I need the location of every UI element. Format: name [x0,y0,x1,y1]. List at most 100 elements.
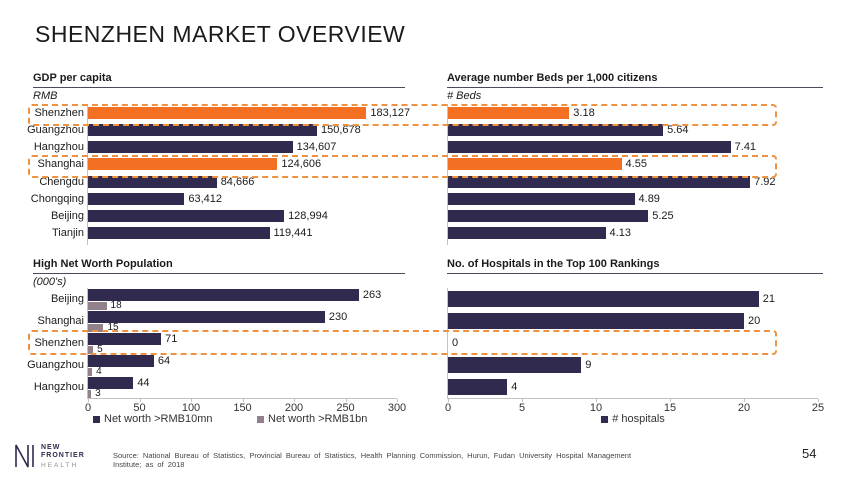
category-label: Shanghai [37,158,85,171]
bar-value-label: 3 [95,388,101,399]
bar-row: 119,441 [88,225,430,242]
bar-value-label: 150,678 [321,123,361,136]
axis-tick-mark [88,399,89,402]
legend-item: # hospitals [601,413,665,425]
legend-marker-icon [257,415,264,423]
bar-group: 230 15 [88,310,397,333]
bar [448,313,744,329]
axis-tick-mark [191,399,192,402]
axis-tick-mark [596,399,597,402]
bar-row: 18 [88,300,397,311]
hnw-legend: Net worth >RMB10mn Net worth >RMB1bn [88,413,397,425]
axis-tick-label: 200 [284,402,304,414]
page-number: 54 [802,446,817,461]
logo-text: NEW FRONTIER HEALTH [41,444,85,470]
category-label: Beijing [50,293,84,305]
hnw-chart-subtitle: (000's) [33,276,67,288]
bar-row: 263 [88,288,397,301]
bar [448,379,508,395]
bar [448,141,731,154]
hospitals-y-axis-line [447,288,448,399]
axis-tick-mark [744,399,745,402]
bar [448,357,582,373]
gdp-category-labels: Shenzhen Guangzhou Hangzhou Shanghai Chengdu… [27,104,85,244]
bar-row: 7.41 [448,139,818,156]
axis-tick-label: 15 [663,402,677,414]
hospitals-chart: 21 20 0 9 4 [448,288,818,398]
bar-row: 4 [88,366,397,377]
category-label: Beijing [50,210,84,223]
bar-value-label: 4 [511,381,518,393]
axis-tick-label: 150 [233,402,252,414]
bar-value-label: 84,666 [220,175,255,188]
bar [88,158,278,171]
bar-value-label: 7.41 [734,141,757,154]
bar [88,389,92,398]
bar-row: 3.18 [448,104,818,121]
legend-label: Net worth >RMB1bn [268,413,368,425]
bar [448,227,606,240]
axis-tick-label: 10 [589,402,603,414]
bar-value-label: 5.64 [667,123,689,136]
bar-row: 128,994 [88,208,430,225]
bar-value-label: 64 [157,354,171,367]
bar [448,210,649,223]
beds-chart-header: Average number Beds per 1,000 citizens #… [447,72,823,102]
bar-row: 5.25 [448,208,818,225]
bar-row: 4.13 [448,225,818,242]
bar [88,106,367,119]
bar-value-label: 21 [762,293,776,305]
hospitals-legend: # hospitals [448,413,818,425]
axis-tick-label: 20 [737,402,751,414]
hnw-category-labels: Beijing Shanghai Shenzhen Guangzhou Hangzhou [27,288,84,398]
bar-group: 44 3 [88,376,397,399]
beds-chart-subtitle: # Beds [447,90,482,102]
legend-label: # hospitals [612,413,665,425]
bar-row: 4 [448,376,818,398]
bar [448,192,635,205]
gdp-chart-title: GDP per capita [33,72,405,88]
gdp-chart-header: GDP per capita RMB [33,72,405,102]
logo-line-2: FRONTIER [41,452,85,459]
bar [88,210,285,223]
axis-tick-mark [294,399,295,402]
bar [448,123,664,136]
bar [88,175,217,188]
bar-value-label: 5 [97,344,103,355]
hospitals-chart-header: No. of Hospitals in the Top 100 Rankings [447,258,823,274]
hospitals-x-axis-ticks: 0 5 10 15 20 25 [445,399,824,414]
axis-tick-mark [139,399,141,402]
bar-value-label: 4.55 [625,158,647,171]
bar-row: 84,666 [88,173,430,190]
bar-row: 64 [88,354,397,367]
bar-value-label: 7.92 [754,175,776,188]
category-label: Hangzhou [33,381,84,393]
bar-value-label: 4.13 [609,227,631,240]
bar-group: 64 4 [88,354,397,377]
category-label: Hangzhou [33,141,84,154]
bar-value-label: 134,607 [296,141,337,154]
bar-row: 7.92 [448,173,818,190]
hnw-chart: 263 18 230 15 71 5 64 4 44 3 [88,288,397,399]
legend-marker-icon [601,415,609,423]
page-title: SHENZHEN MARKET OVERVIEW [35,21,406,47]
category-label: Chongqing [30,192,84,205]
bar [88,301,107,310]
bar-value-label: 44 [137,376,150,389]
axis-tick-label: 100 [181,402,201,414]
axis-tick-label: 25 [811,402,825,414]
bar-row: 183,127 [88,104,430,121]
bar-value-label: 4 [96,366,102,377]
bar [448,158,622,171]
bar-value-label: 15 [107,322,119,333]
axis-tick-label: 50 [133,402,146,414]
bar-group: 263 18 [88,288,397,311]
axis-tick-label: 250 [336,402,355,414]
bar-row: 63,412 [88,190,430,207]
logo: NEW FRONTIER HEALTH [14,444,85,470]
axis-tick-mark [448,399,449,402]
category-label: Chengdu [39,175,84,188]
bar-value-label: 3.18 [573,106,595,119]
bar [88,227,270,240]
